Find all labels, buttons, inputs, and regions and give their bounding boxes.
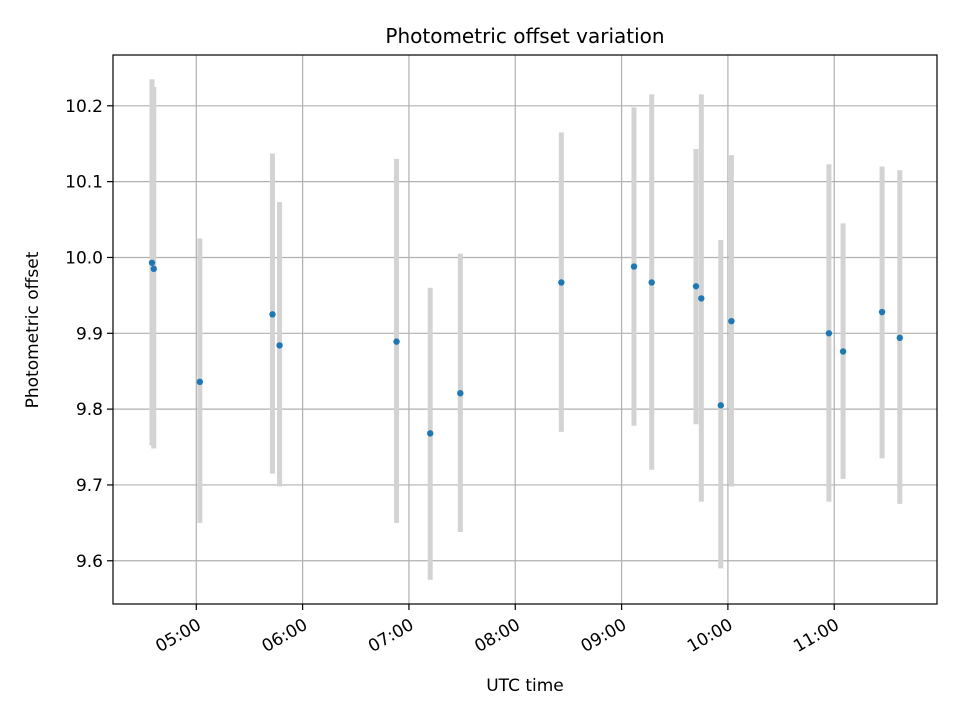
data-point xyxy=(276,342,283,349)
grid xyxy=(113,55,937,604)
data-point xyxy=(426,430,434,437)
data-point xyxy=(728,317,735,325)
data-point xyxy=(196,378,204,386)
data-point xyxy=(150,265,157,273)
data-point xyxy=(269,311,276,318)
data-point xyxy=(825,330,833,337)
y-tick-label: 10.1 xyxy=(65,173,103,193)
y-tick-label: 9.8 xyxy=(76,400,103,420)
x-axis-label: UTC time xyxy=(486,676,564,696)
data-point xyxy=(630,263,638,270)
data-point xyxy=(896,334,903,342)
data-points xyxy=(148,259,903,437)
data-point xyxy=(878,308,886,316)
data-point xyxy=(698,295,705,302)
data-point xyxy=(558,279,565,286)
y-tick-label: 10.0 xyxy=(65,248,103,268)
chart-title: Photometric offset variation xyxy=(385,24,664,48)
data-point xyxy=(393,338,400,345)
data-point xyxy=(692,283,700,290)
y-tick-label: 9.6 xyxy=(76,552,103,572)
y-tick-label: 9.9 xyxy=(76,324,103,344)
y-axis-ticks: 9.6 9.7 9.8 9.9 10.0 10.1 10.2 xyxy=(65,97,113,572)
data-point xyxy=(457,389,464,397)
data-point xyxy=(648,279,655,286)
y-tick-label: 10.2 xyxy=(65,97,103,117)
y-tick-label: 9.7 xyxy=(76,476,103,496)
data-point xyxy=(717,402,725,409)
y-axis-label: Photometric offset xyxy=(23,251,43,408)
data-point xyxy=(148,259,156,266)
data-point xyxy=(839,348,847,355)
plot-frame xyxy=(112,54,938,605)
